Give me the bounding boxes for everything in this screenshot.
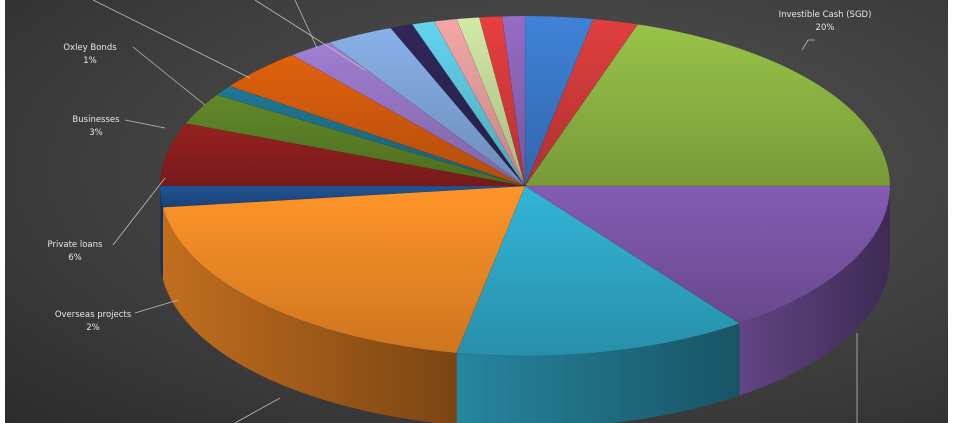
data-label-oxley-bonds: Oxley Bonds 1% <box>63 42 116 68</box>
leader-line <box>124 119 166 129</box>
pie-slice <box>501 15 526 187</box>
pie-slice <box>524 15 594 187</box>
pie-slice <box>478 16 526 187</box>
label-pct: 1% <box>83 56 97 66</box>
pie-slice <box>291 42 526 187</box>
pie-slice <box>524 18 639 187</box>
plot-background: 1% Investible Cash (SGD) 20% Oxley Bonds 1… <box>5 0 948 423</box>
leader-lines <box>92 0 858 423</box>
pie-slice-businesses <box>185 94 526 187</box>
label-name: Private loans <box>47 240 103 250</box>
label-pct: 3% <box>89 128 103 138</box>
leader-line <box>134 299 179 314</box>
leader-line <box>294 0 318 49</box>
leader-line <box>254 0 366 71</box>
label-name: Overseas projects <box>54 310 132 320</box>
pie-sides <box>160 186 890 423</box>
leader-line <box>234 397 281 423</box>
label-pct: 6% <box>68 253 82 263</box>
pie-slice-investible-cash-sgd <box>524 24 891 187</box>
data-label-overseas-projects: Overseas projects 2% <box>55 309 131 335</box>
leader-line <box>112 177 166 246</box>
label-pct: 1% <box>40 0 54 3</box>
pie-slice-side <box>160 186 163 280</box>
pie-slice <box>411 21 526 187</box>
pie-slice <box>456 17 526 187</box>
pie-slice-overseas-projects <box>159 185 526 208</box>
label-pct: 20% <box>815 23 835 33</box>
pie-slice <box>328 27 526 187</box>
label-name: Investible Cash (SGD) <box>778 10 872 20</box>
leader-line <box>92 0 251 79</box>
pie-slice <box>456 185 741 357</box>
pie-chart <box>92 0 891 423</box>
label-name: Businesses <box>72 115 120 125</box>
label-pct: 2% <box>86 323 100 333</box>
data-label-private-loans: Private loans 6% <box>48 239 103 265</box>
pie-slice-side <box>162 207 457 423</box>
pie-slice <box>524 185 891 324</box>
label-name: Oxley Bonds <box>63 43 117 53</box>
data-label-investible-cash: Investible Cash (SGD) 20% <box>779 9 872 35</box>
pie-slice-private-loans <box>159 123 526 187</box>
pie-slice-side <box>456 323 740 423</box>
pie-tops <box>159 15 891 357</box>
pie-slice <box>229 54 526 187</box>
pie-slice <box>162 185 526 354</box>
data-label-businesses: Businesses 3% <box>72 114 119 140</box>
pie-slice-side <box>739 186 890 396</box>
leader-line <box>801 39 815 51</box>
leader-line <box>132 46 206 106</box>
data-label-cut: 1% <box>40 0 54 5</box>
